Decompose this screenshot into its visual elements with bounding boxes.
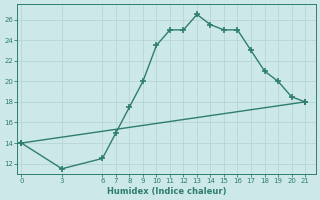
X-axis label: Humidex (Indice chaleur): Humidex (Indice chaleur) [107,187,226,196]
